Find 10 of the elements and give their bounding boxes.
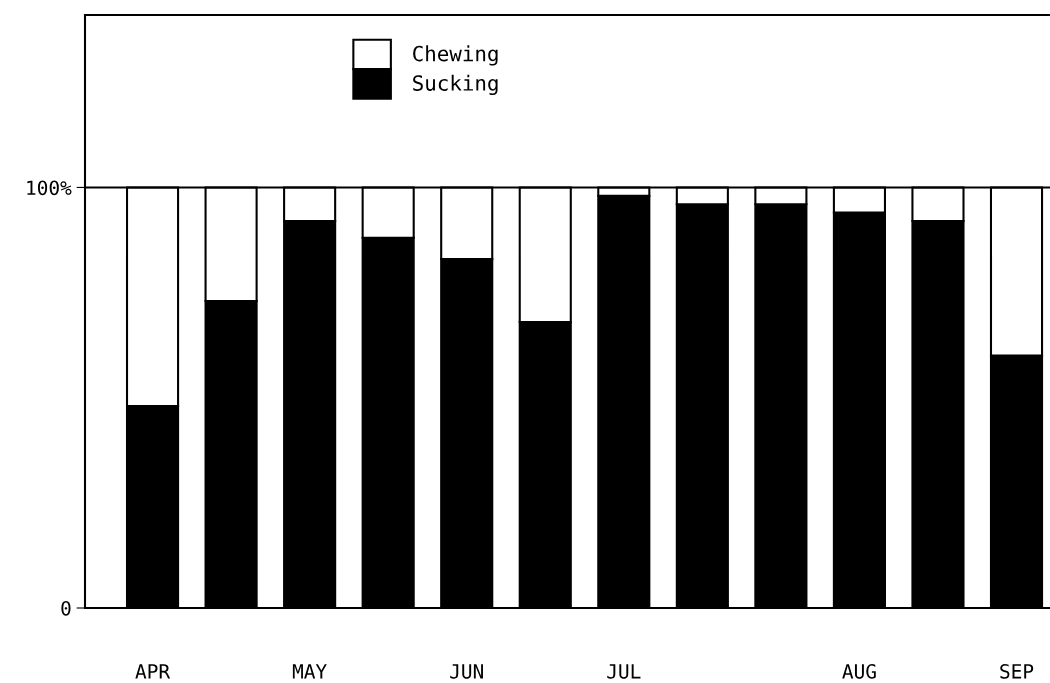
x-tick-label: APR (135, 664, 171, 679)
x-tick-label: AUG (842, 664, 876, 679)
y-tick-label: 100% (27, 180, 72, 196)
x-tick-label: MAY (292, 664, 327, 679)
x-tick-label: JUL (607, 664, 641, 679)
legend-label: Chewing (413, 45, 498, 66)
y-tick-label: 0 (61, 601, 71, 616)
x-tick-label: SEP (1000, 664, 1034, 679)
x-tick-label: JUN (450, 664, 483, 679)
legend-label: Sucking (413, 74, 498, 96)
